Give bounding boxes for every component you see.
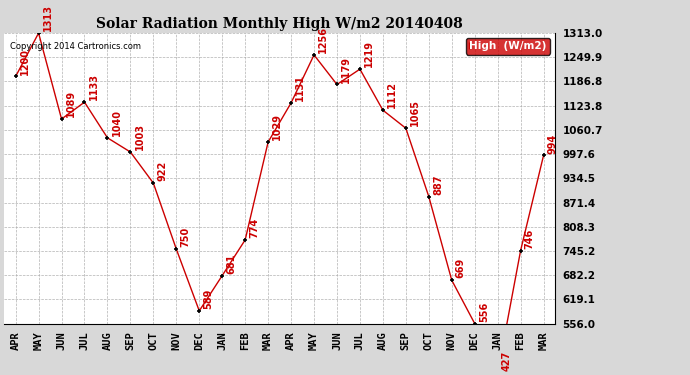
Text: 1089: 1089 <box>66 90 76 117</box>
Point <box>194 308 205 314</box>
Text: 1256: 1256 <box>318 26 328 53</box>
Point <box>56 116 67 122</box>
Text: 994: 994 <box>548 133 558 153</box>
Point <box>79 99 90 105</box>
Title: Solar Radiation Monthly High W/m2 20140408: Solar Radiation Monthly High W/m2 201404… <box>96 16 463 30</box>
Point <box>102 135 113 141</box>
Point <box>377 107 388 113</box>
Text: 1131: 1131 <box>295 74 305 101</box>
Text: 1313: 1313 <box>43 4 52 31</box>
Point <box>446 277 457 283</box>
Point <box>308 52 319 58</box>
Point <box>286 100 297 106</box>
Text: 746: 746 <box>524 228 535 249</box>
Point <box>423 194 434 200</box>
Text: 589: 589 <box>204 289 213 309</box>
Point <box>33 30 44 36</box>
Text: 1112: 1112 <box>387 81 397 108</box>
Text: 1179: 1179 <box>341 56 351 82</box>
Text: 556: 556 <box>479 302 489 322</box>
Text: 922: 922 <box>157 161 168 181</box>
Text: 1200: 1200 <box>20 48 30 75</box>
Point <box>331 81 342 87</box>
Text: 669: 669 <box>456 258 466 278</box>
Point <box>171 246 182 252</box>
Point <box>355 66 366 72</box>
Text: Copyright 2014 Cartronics.com: Copyright 2014 Cartronics.com <box>10 42 141 51</box>
Point <box>148 180 159 186</box>
Point <box>400 125 411 131</box>
Text: 1029: 1029 <box>273 113 282 140</box>
Point <box>538 153 549 159</box>
Text: 1065: 1065 <box>410 99 420 126</box>
Point <box>469 321 480 327</box>
Text: 681: 681 <box>226 253 237 274</box>
Text: 1219: 1219 <box>364 40 374 67</box>
Point <box>492 370 503 375</box>
Point <box>515 248 526 254</box>
Point <box>217 273 228 279</box>
Legend: High  (W/m2): High (W/m2) <box>466 38 550 54</box>
Text: 1133: 1133 <box>88 73 99 100</box>
Text: 1003: 1003 <box>135 123 144 150</box>
Point <box>263 139 274 145</box>
Text: 427: 427 <box>502 351 512 371</box>
Point <box>239 237 250 243</box>
Point <box>125 149 136 155</box>
Text: 774: 774 <box>249 218 259 238</box>
Text: 1040: 1040 <box>112 109 121 136</box>
Text: 887: 887 <box>433 174 443 195</box>
Text: 750: 750 <box>181 227 190 247</box>
Point <box>10 74 21 80</box>
